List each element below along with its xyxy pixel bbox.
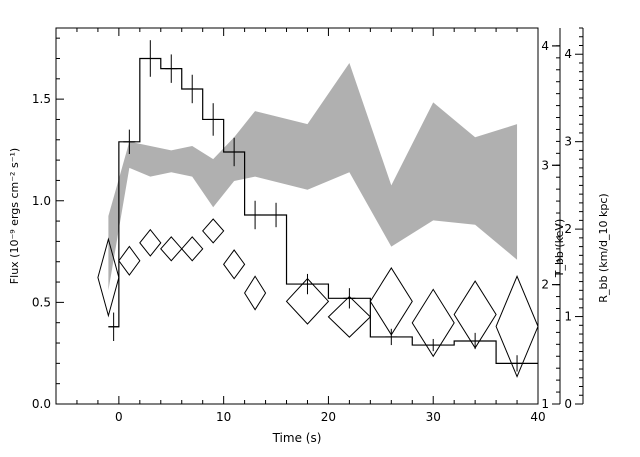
kT-diamond-5 [202, 218, 225, 244]
kT-diamond-1 [118, 245, 141, 276]
kT-diamond-4 [181, 236, 204, 262]
kT-diamond-3 [160, 236, 183, 262]
radius-band [108, 62, 518, 291]
x-tick-label-20: 20 [321, 410, 336, 424]
flux-tick-label-1.0: 1.0 [32, 194, 51, 208]
radius-tick-label-3: 3 [564, 135, 572, 149]
x-tick-label-10: 10 [216, 410, 231, 424]
radius-tick-label-4: 4 [564, 47, 572, 61]
x-tick-label-0: 0 [115, 410, 123, 424]
x-tick-label-40: 40 [530, 410, 545, 424]
x-tick-label-30: 30 [426, 410, 441, 424]
kT-tick-label-3: 3 [541, 158, 549, 172]
kT-tick-label-2: 2 [541, 278, 549, 292]
radius-band-layer [108, 62, 518, 291]
radius-tick-label-2: 2 [564, 222, 572, 236]
kT-diamond-11 [411, 288, 455, 358]
radius-tick-label-0: 0 [564, 397, 572, 411]
flux-tick-label-0.0: 0.0 [32, 397, 51, 411]
kT-diamond-layer [97, 218, 539, 378]
y-axis-label-kT: T_bb (keV) [553, 219, 566, 279]
kT-diamond-12 [453, 280, 497, 349]
y-axis-label-flux: Flux (10⁻⁹ ergs cm⁻² s⁻¹) [8, 148, 21, 284]
kT-tick-label-1: 1 [541, 397, 549, 411]
y-axis-label-radius: R_bb (km/d_10 kpc) [597, 193, 610, 302]
kT-diamond-9 [327, 295, 372, 338]
kT-diamond-7 [244, 275, 267, 311]
kT-tick-label-4: 4 [541, 39, 549, 53]
flux-tick-label-1.5: 1.5 [32, 92, 51, 106]
kT-diamond-10 [369, 266, 413, 336]
kT-diamond-2 [139, 228, 162, 257]
plot-frame [55, 27, 539, 405]
flux-tick-label-0.5: 0.5 [32, 295, 51, 309]
kT-diamond-0 [97, 237, 120, 318]
kT-diamond-8 [285, 277, 330, 325]
x-axis-label: Time (s) [272, 431, 322, 445]
kT-diamond-6 [223, 249, 246, 280]
radius-tick-label-1: 1 [564, 310, 572, 324]
